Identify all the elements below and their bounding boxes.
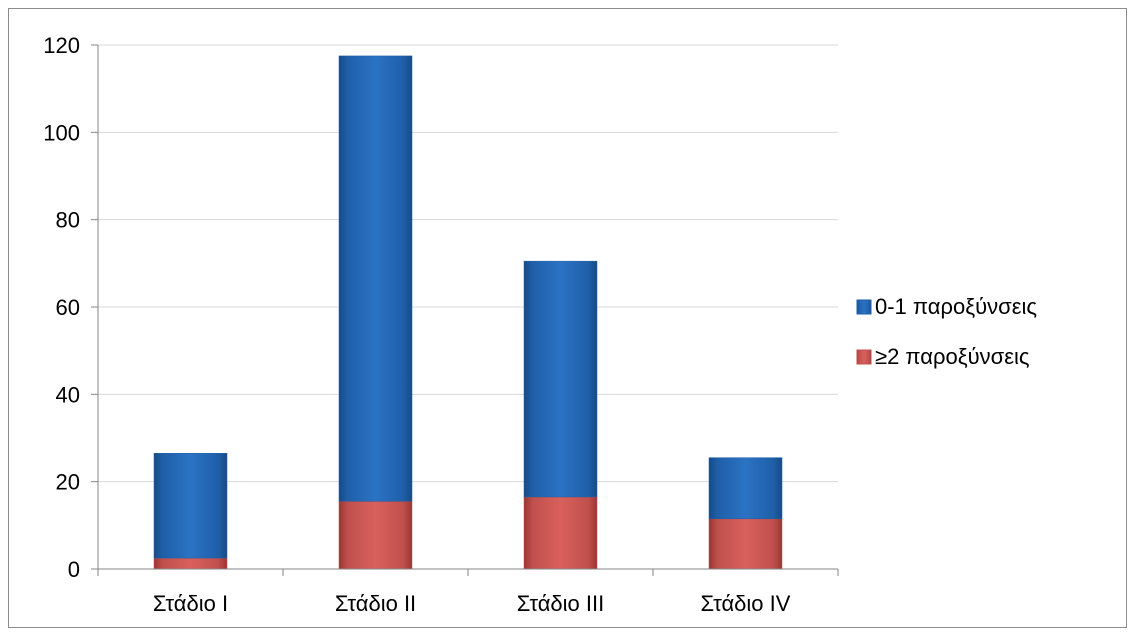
bar-ge2-2 [338,501,413,570]
bar-0-1-2 [338,55,413,502]
bar-ge2-1 [153,557,228,570]
y-tick-label: 80 [56,208,80,233]
y-tick-label: 40 [56,382,80,407]
bar-ge2-4 [708,518,783,570]
y-tick-label: 60 [56,295,80,320]
x-tick-label: Στάδιο III [517,591,604,616]
legend: 0-1 παροξύνσεις ≥2 παροξύνσεις [856,294,1037,369]
y-tick-label: 20 [56,470,80,495]
bar-0-1-4 [708,457,783,520]
gridlines [98,44,838,483]
x-tick-label: Στάδιο IV [701,591,791,616]
bar-ge2-3 [523,496,598,570]
bar-0-1-3 [523,260,598,498]
y-tick-label: 120 [43,33,80,58]
legend-swatch [856,349,872,365]
x-tick-label: Στάδιο II [335,591,416,616]
bar-0-1-1 [153,453,228,559]
bars [153,55,783,570]
chart-frame: 0 20 40 60 80 100 120 Στάδιο I Στάδιο II Στάδιο I… [8,8,1127,628]
stacked-bar-chart: 0 20 40 60 80 100 120 Στάδιο I Στάδιο II Στάδιο I… [43,33,1037,616]
legend-swatch [856,299,872,315]
axes: 0 20 40 60 80 100 120 Στάδιο I Στάδιο II Στάδιο I… [43,33,839,616]
x-tick-label: Στάδιο I [153,591,228,616]
y-tick-label: 0 [68,557,80,582]
y-tick-label: 100 [43,120,80,145]
legend-label: ≥2 παροξύνσεις [875,344,1030,369]
legend-label: 0-1 παροξύνσεις [875,294,1037,319]
